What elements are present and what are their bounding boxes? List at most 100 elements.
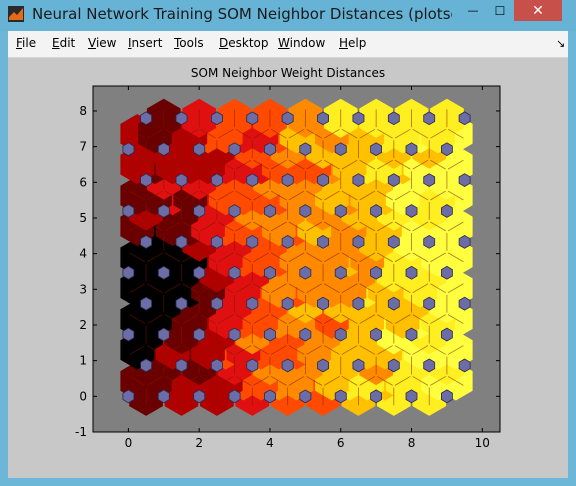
distance-line [270, 128, 287, 139]
distance-line [288, 283, 305, 294]
distance-line [147, 252, 163, 263]
distance-line [359, 314, 376, 324]
matlab-app-icon[interactable] [8, 6, 24, 22]
neuron-hex [441, 389, 453, 404]
distance-line [341, 159, 358, 170]
distance-line [288, 128, 305, 139]
neuron-hex [122, 265, 135, 280]
distance-line [412, 128, 429, 139]
menu-insert[interactable]: Insert [128, 36, 163, 50]
neuron-hex [352, 296, 365, 311]
distance-line [253, 283, 269, 294]
distance-line [412, 221, 429, 232]
distance-line [147, 128, 163, 139]
x-tick-label: 8 [408, 436, 416, 450]
menu-help[interactable]: Help [339, 36, 367, 50]
distance-line [217, 283, 234, 294]
distance-line [412, 159, 429, 170]
menu-desktop[interactable]: Desktop [219, 36, 269, 50]
distance-line [182, 190, 199, 201]
neuron-hex [352, 111, 365, 126]
neuron-hex [211, 296, 223, 311]
distance-line [377, 376, 393, 386]
menu-file[interactable]: File [16, 36, 37, 50]
distance-line [394, 190, 411, 201]
distance-line [270, 252, 287, 263]
distance-line [147, 159, 163, 170]
distance-line [200, 376, 216, 386]
menu-window[interactable]: Window [278, 36, 326, 50]
distance-line [430, 252, 446, 263]
distance-line [217, 345, 234, 355]
distance-line [200, 345, 216, 355]
menu-tools[interactable]: Tools [174, 36, 204, 50]
distance-line [217, 190, 234, 201]
neuron-hex [370, 265, 382, 280]
distance-line [235, 190, 252, 201]
neuron-hex [299, 327, 312, 342]
maximize-button[interactable]: ☐ [487, 0, 513, 21]
distance-line [412, 345, 429, 355]
y-tick-label: -1 [75, 425, 87, 439]
distance-line [129, 252, 146, 263]
neuron-hex [317, 358, 329, 373]
neuron-hex [370, 204, 382, 218]
distance-line [217, 376, 234, 386]
menu-view[interactable]: View [88, 36, 117, 50]
distance-line [394, 283, 411, 294]
neuron-hex [157, 327, 170, 342]
distance-line [200, 128, 216, 139]
distance-line [377, 314, 393, 324]
dock-figure-icon[interactable]: ↘ [556, 37, 566, 50]
neuron-hex [387, 111, 400, 126]
distance-line [359, 159, 376, 170]
neuron-hex [211, 111, 223, 126]
distance-line [324, 283, 340, 294]
close-icon: ✕ [532, 2, 544, 19]
distance-line [394, 128, 411, 139]
distance-line [129, 128, 146, 139]
neuron-hex [122, 327, 135, 342]
distance-line [447, 190, 464, 201]
distance-line [412, 190, 429, 201]
title-bar[interactable]: Neural Network Training SOM Neighbor Dis… [0, 0, 576, 31]
distance-line [217, 221, 234, 232]
neuron-hex [264, 327, 276, 342]
neuron-hex [405, 265, 418, 280]
neuron-hex [140, 173, 152, 187]
distance-line [129, 283, 146, 294]
neuron-hex [228, 142, 241, 157]
distance-line [253, 190, 269, 201]
distance-line [147, 376, 163, 386]
neuron-hex [157, 389, 170, 404]
distance-line [288, 159, 305, 170]
distance-line [306, 376, 323, 386]
distance-line [430, 159, 446, 170]
minimize-button[interactable]: — [460, 0, 486, 21]
neuron-hex [175, 296, 188, 311]
distance-line [235, 128, 252, 139]
distance-line [430, 314, 446, 324]
close-button[interactable]: ✕ [514, 0, 562, 21]
distance-line [412, 252, 429, 263]
distance-line [270, 190, 287, 201]
y-tick-label: 2 [79, 318, 87, 332]
neuron-hex [281, 173, 294, 187]
distance-line [129, 345, 146, 355]
neuron-hex [423, 111, 436, 126]
menu-edit[interactable]: Edit [52, 36, 76, 50]
distance-line [270, 159, 287, 170]
neuron-hex [458, 111, 471, 126]
neuron-hex [352, 358, 365, 373]
distance-line [306, 128, 323, 139]
distance-line [341, 128, 358, 139]
distance-line [324, 252, 340, 263]
distance-line [430, 221, 446, 232]
distance-line [394, 376, 411, 386]
distance-line [341, 221, 358, 232]
distance-line [200, 190, 216, 201]
distance-line [430, 190, 446, 201]
distance-line [306, 190, 323, 201]
neuron-hex [387, 296, 400, 311]
